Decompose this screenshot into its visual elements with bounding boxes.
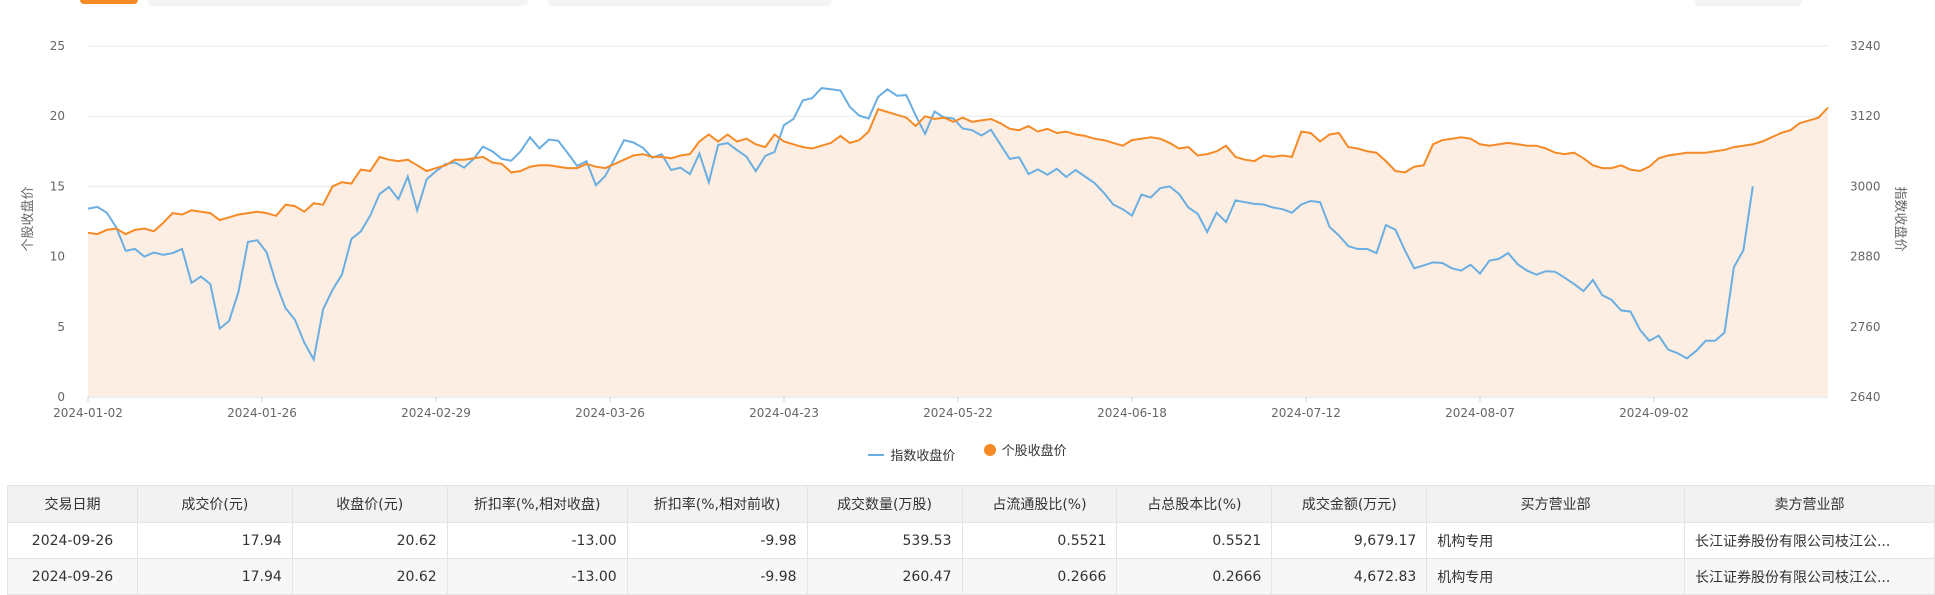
- col-header-seller: 卖方营业部: [1683, 485, 1935, 523]
- x-tick-label: 2024-01-26: [227, 406, 297, 420]
- table-row: 2024-09-26 17.94 20.62 -13.00 -9.98 539.…: [7, 522, 1935, 559]
- x-tick-label: 2024-01-02: [53, 406, 123, 420]
- table-header-row: 交易日期 成交价(元) 收盘价(元) 折扣率(%,相对收盘) 折扣率(%,相对前…: [7, 485, 1935, 523]
- y-right-tick-label: 3240: [1850, 39, 1881, 53]
- x-axis: 2024-01-02 2024-01-26 2024-02-29 2024-03-26…: [53, 397, 1689, 420]
- x-tick-label: 2024-03-26: [575, 406, 645, 420]
- col-header-discount-close: 折扣率(%,相对收盘): [446, 485, 628, 523]
- cell-volume: 539.53: [806, 522, 963, 559]
- col-header-volume: 成交数量(万股): [806, 485, 963, 523]
- cell-float-ratio: 0.2666: [961, 558, 1118, 595]
- y-right-tick-label: 2640: [1850, 390, 1881, 404]
- cell-seller: 长江证券股份有限公司枝江公...: [1683, 522, 1935, 559]
- price-chart: 0 5 10 15 20 25 2640 2760 2880 3000 3120 3240 2024…: [20, 39, 1908, 420]
- index-series-line: [87, 87, 1754, 363]
- cell-discount-close: -13.00: [446, 522, 628, 559]
- legend-item-stock[interactable]: 个股收盘价: [983, 440, 1067, 459]
- right-axis-ticks: 2640 2760 2880 3000 3120 3240: [1850, 39, 1881, 404]
- y-right-tick-label: 3000: [1850, 179, 1881, 193]
- y-right-tick-label: 2880: [1850, 250, 1881, 264]
- top-tab-active[interactable]: [80, 0, 138, 4]
- cell-date: 2024-09-26: [7, 558, 138, 595]
- top-select-1[interactable]: [148, 0, 528, 6]
- x-tick-label: 2024-09-02: [1619, 406, 1689, 420]
- col-header-deal-price: 成交价(元): [136, 485, 293, 523]
- cell-buyer: 机构专用: [1426, 522, 1685, 559]
- cell-total-ratio: 0.5521: [1116, 522, 1273, 559]
- cell-discount-prev: -9.98: [626, 558, 808, 595]
- y-left-tick-label: 20: [50, 109, 65, 123]
- x-tick-label: 2024-07-12: [1271, 406, 1341, 420]
- y-right-tick-label: 3120: [1850, 109, 1881, 123]
- x-tick-label: 2024-05-22: [923, 406, 993, 420]
- cell-deal-price: 17.94: [136, 558, 293, 595]
- col-header-close-price: 收盘价(元): [291, 485, 448, 523]
- legend-label-stock: 个股收盘价: [1001, 444, 1067, 459]
- top-select-2[interactable]: [548, 0, 831, 6]
- cell-close-price: 20.62: [291, 558, 448, 595]
- col-header-amount: 成交金额(万元): [1271, 485, 1428, 523]
- col-header-float-ratio: 占流通股比(%): [961, 485, 1118, 523]
- y-left-tick-label: 15: [50, 179, 65, 193]
- col-header-total-ratio: 占总股本比(%): [1116, 485, 1273, 523]
- chart-legend: 指数收盘价 个股收盘价: [0, 440, 1935, 464]
- cell-close-price: 20.62: [291, 522, 448, 559]
- block-trade-table: 交易日期 成交价(元) 收盘价(元) 折扣率(%,相对收盘) 折扣率(%,相对前…: [7, 485, 1935, 595]
- y-left-tick-label: 25: [50, 39, 65, 53]
- cell-deal-price: 17.94: [136, 522, 293, 559]
- top-button[interactable]: [1695, 0, 1802, 6]
- cell-amount: 9,679.17: [1271, 522, 1428, 559]
- legend-label-index: 指数收盘价: [890, 449, 956, 464]
- y-axis-left-label: 个股收盘价: [20, 186, 36, 251]
- cell-total-ratio: 0.2666: [1116, 558, 1273, 595]
- y-left-tick-label: 10: [50, 250, 65, 264]
- cell-amount: 4,672.83: [1271, 558, 1428, 595]
- cell-discount-close: -13.00: [446, 558, 628, 595]
- col-header-date: 交易日期: [7, 485, 138, 523]
- cell-float-ratio: 0.5521: [961, 522, 1118, 559]
- legend-line-icon: [868, 453, 885, 456]
- col-header-discount-prev: 折扣率(%,相对前收): [626, 485, 808, 523]
- y-left-tick-label: 5: [57, 320, 65, 334]
- stock-series-line: [87, 106, 1829, 236]
- cell-seller: 长江证券股份有限公司枝江公...: [1683, 558, 1935, 595]
- y-right-tick-label: 2760: [1850, 320, 1881, 334]
- y-axis-right-label: 指数收盘价: [1892, 186, 1908, 251]
- legend-dot-icon: [983, 443, 996, 456]
- cell-buyer: 机构专用: [1426, 558, 1685, 595]
- cell-date: 2024-09-26: [7, 522, 138, 559]
- y-left-tick-label: 0: [57, 390, 65, 404]
- x-tick-label: 2024-04-23: [749, 406, 819, 420]
- x-tick-label: 2024-06-18: [1097, 406, 1167, 420]
- left-axis-ticks: 0 5 10 15 20 25: [50, 39, 65, 404]
- table-row: 2024-09-26 17.94 20.62 -13.00 -9.98 260.…: [7, 558, 1935, 595]
- stock-area-fill: [88, 107, 1828, 397]
- legend-item-index[interactable]: 指数收盘价: [868, 445, 955, 464]
- x-tick-label: 2024-08-07: [1445, 406, 1515, 420]
- col-header-buyer: 买方营业部: [1426, 485, 1685, 523]
- cell-discount-prev: -9.98: [626, 522, 808, 559]
- x-tick-label: 2024-02-29: [401, 406, 471, 420]
- cell-volume: 260.47: [806, 558, 963, 595]
